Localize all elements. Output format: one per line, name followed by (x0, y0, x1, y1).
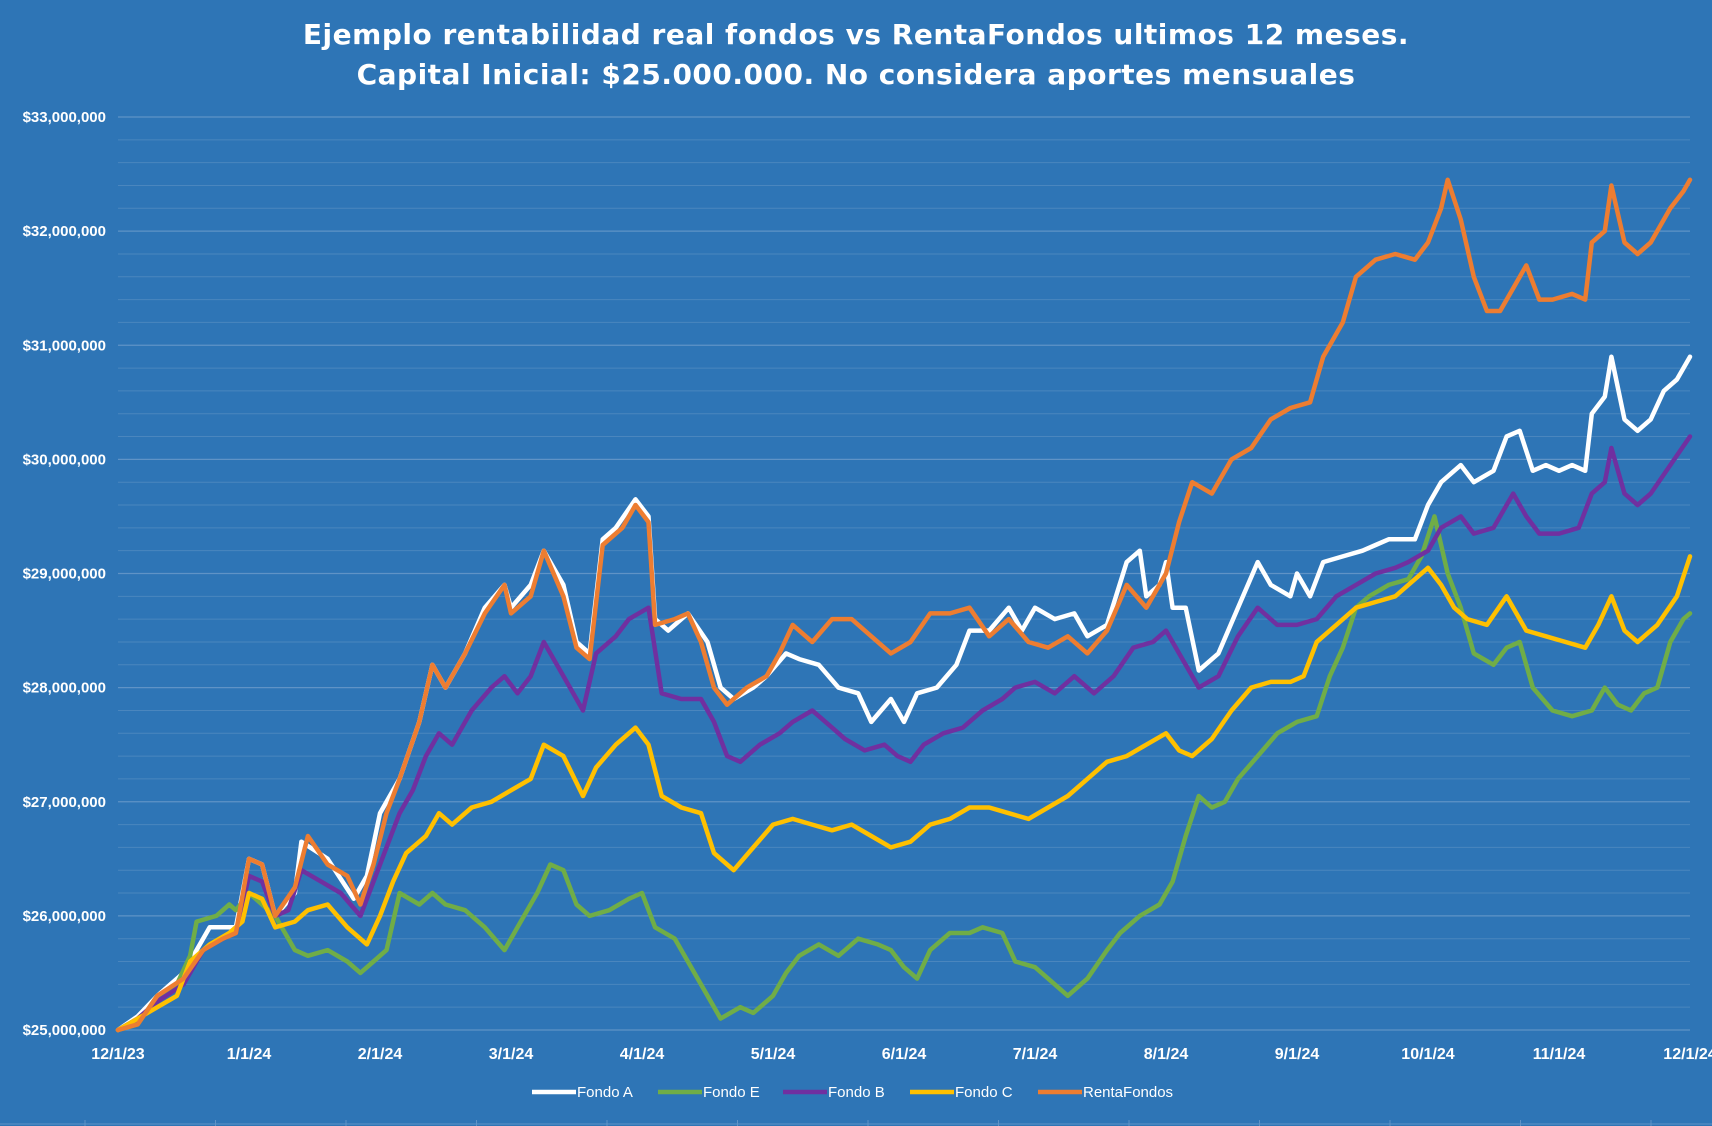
y-tick-label: $30,000,000 (23, 451, 106, 468)
y-tick-label: $32,000,000 (23, 223, 106, 240)
legend-label: Fondo C (955, 1084, 1013, 1101)
x-tick-label: 3/1/24 (489, 1046, 534, 1063)
x-tick-label: 10/1/24 (1401, 1046, 1454, 1063)
legend-label: RentaFondos (1083, 1084, 1173, 1101)
x-tick-label: 12/1/24 (1663, 1046, 1712, 1063)
y-axis: $25,000,000 $26,000,000 $27,000,000 $28,000… (23, 109, 106, 1039)
bottom-frame-ticks (0, 1120, 1712, 1126)
x-tick-label: 6/1/24 (882, 1046, 927, 1063)
y-tick-label: $25,000,000 (23, 1022, 106, 1039)
y-tick-label: $31,000,000 (23, 337, 106, 354)
x-tick-label: 11/1/24 (1533, 1046, 1586, 1063)
y-tick-label: $33,000,000 (23, 109, 106, 126)
y-tick-label: $29,000,000 (23, 566, 106, 583)
series-line-rentafondos (115, 177, 1693, 1033)
series-line-fondo-b (115, 434, 1693, 1033)
x-tick-label: 5/1/24 (751, 1046, 796, 1063)
chart-subtitle: Capital Inicial: $25.000.000. No conside… (357, 58, 1356, 91)
legend-label: Fondo A (577, 1084, 633, 1101)
x-tick-label: 2/1/24 (358, 1046, 403, 1063)
series-line-fondo-c (115, 554, 1693, 1033)
x-tick-label: 7/1/24 (1013, 1046, 1058, 1063)
x-tick-label: 1/1/24 (227, 1046, 272, 1063)
y-tick-label: $28,000,000 (23, 680, 106, 697)
series-line-fondo-a (115, 354, 1693, 1033)
legend-label: Fondo E (703, 1084, 760, 1101)
series-line-fondo-e (115, 514, 1693, 1033)
x-tick-label: 9/1/24 (1275, 1046, 1320, 1063)
x-tick-label: 8/1/24 (1144, 1046, 1189, 1063)
y-tick-label: $27,000,000 (23, 794, 106, 811)
x-tick-label: 4/1/24 (620, 1046, 665, 1063)
legend: Fondo A Fondo E Fondo B Fondo C RentaFondos (532, 1084, 1173, 1101)
y-tick-label: $26,000,000 (23, 908, 106, 925)
x-axis: 12/1/23 1/1/24 2/1/24 3/1/24 4/1/24 5/1/24 6/1… (91, 1046, 1712, 1063)
legend-label: Fondo B (828, 1084, 885, 1101)
x-tick-label: 12/1/23 (91, 1046, 144, 1063)
series-lines (115, 177, 1693, 1033)
chart-title: Ejemplo rentabilidad real fondos vs Rent… (303, 18, 1409, 51)
